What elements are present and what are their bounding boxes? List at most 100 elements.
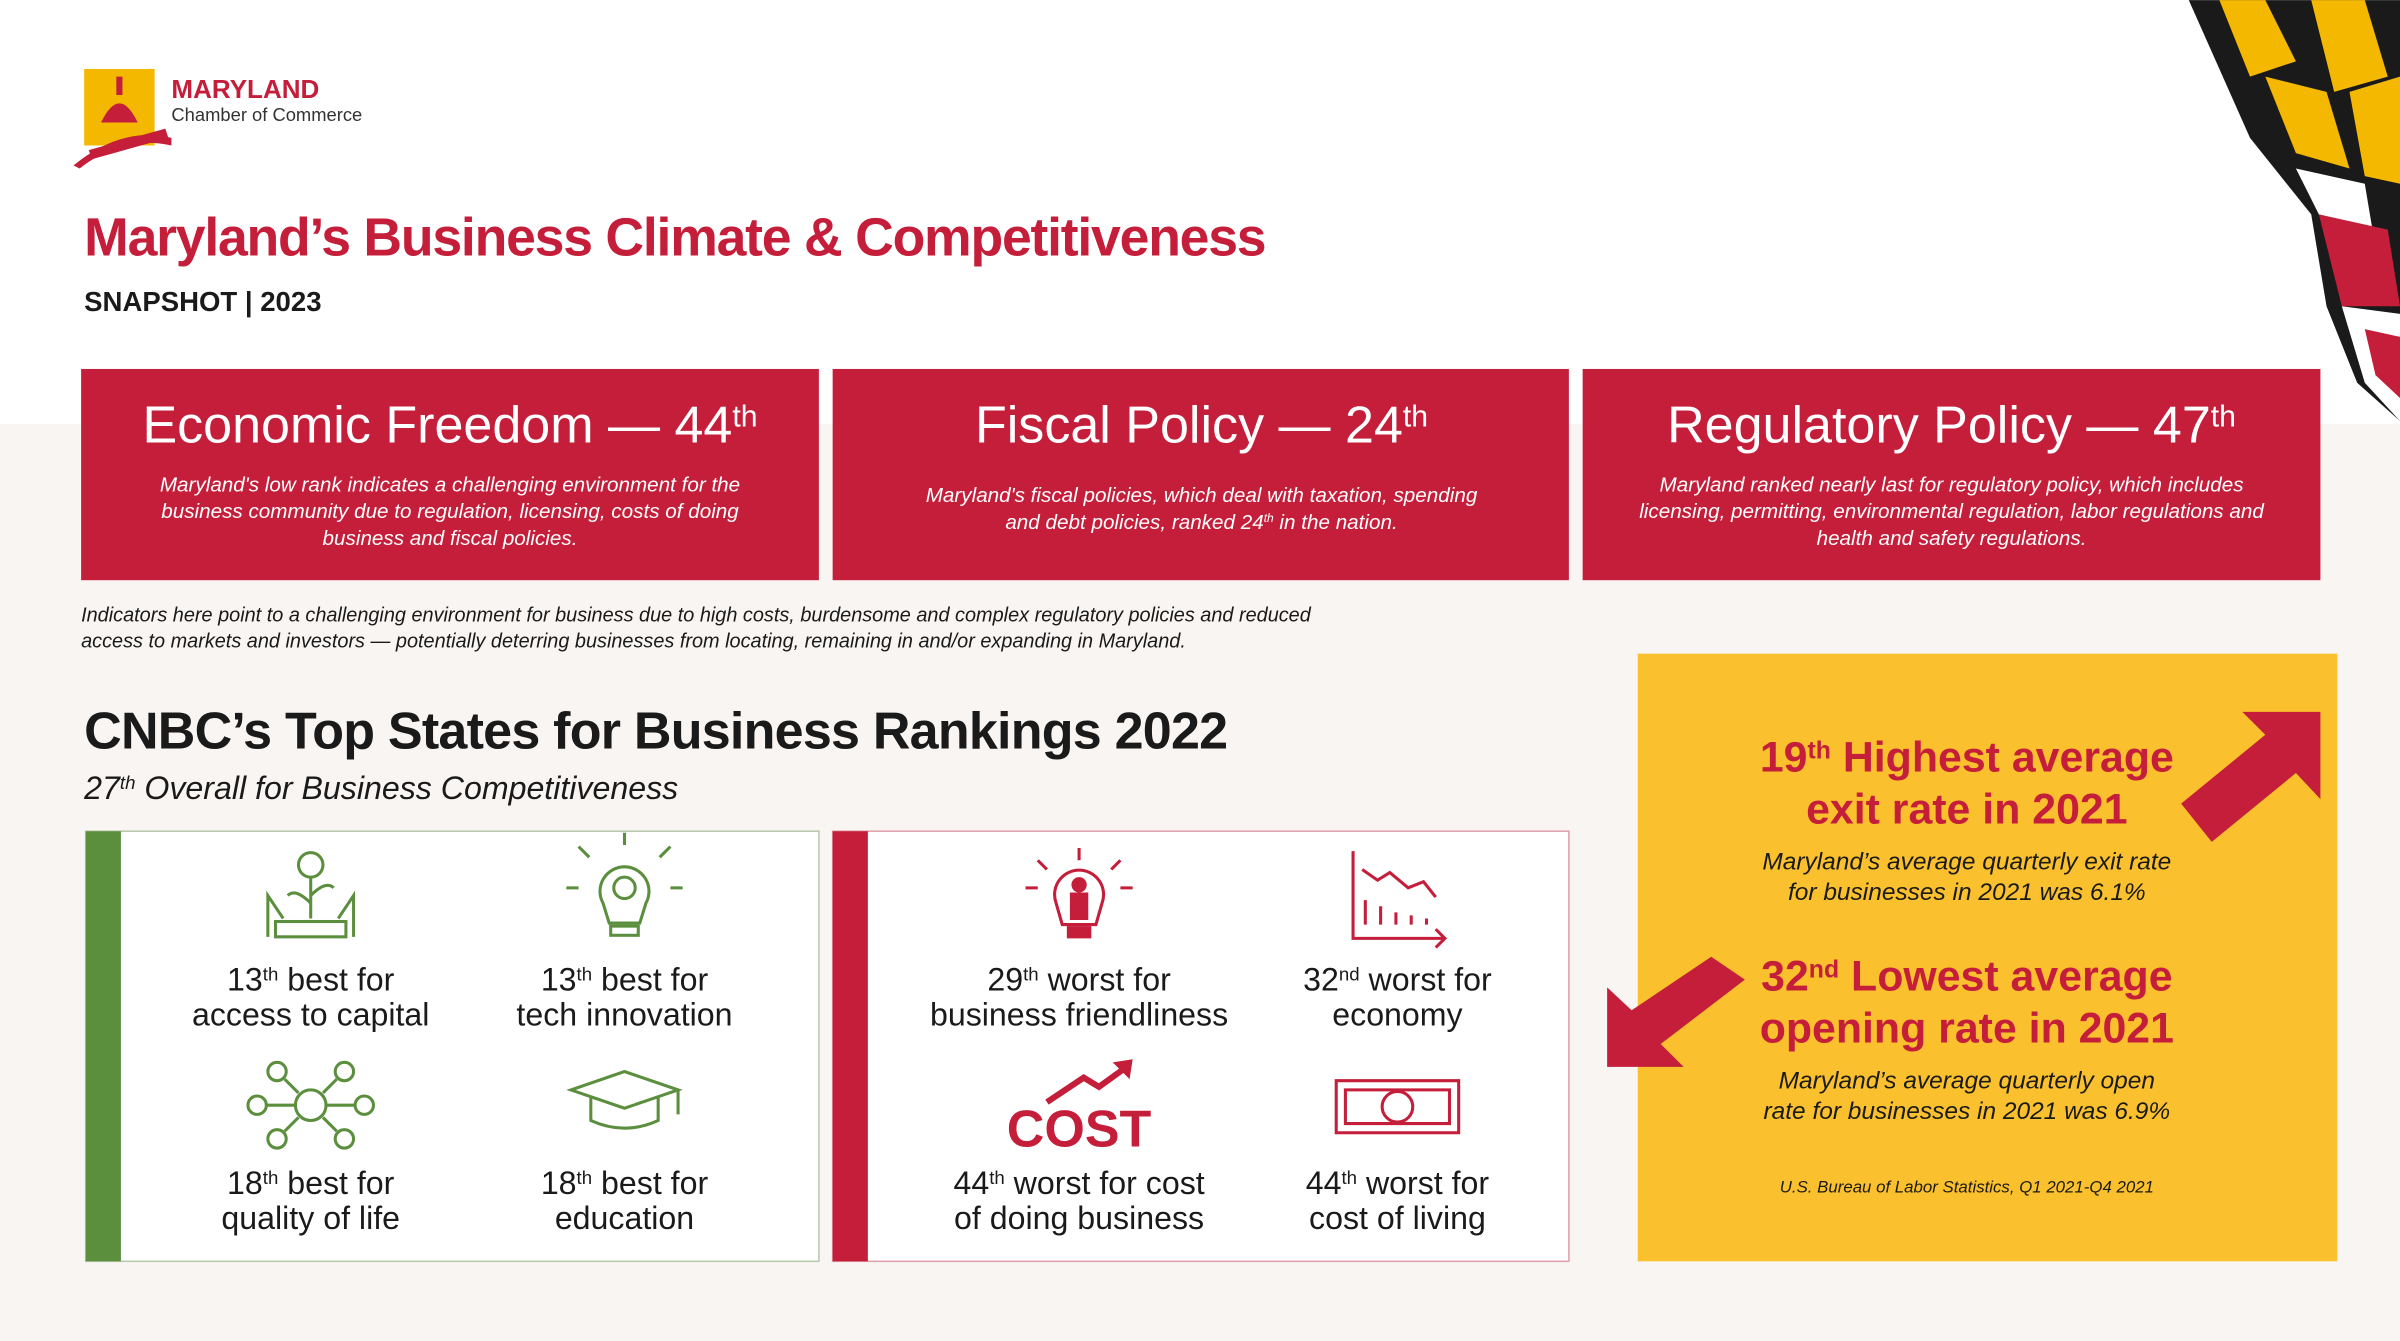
ranking-label: of doing business [954,1200,1204,1236]
section-title: CNBC’s Top States for Business Rankings … [84,703,1227,761]
superscript: th [1403,400,1428,433]
text-segment: health and safety regulations. [1817,527,2087,550]
rank-card [1582,368,2321,581]
flag-corner [2188,0,2400,422]
stat-headline: exit rate in 2021 [1806,786,2128,834]
card-description: and debt policies, ranked 24th in the na… [1005,511,1397,534]
text-segment: best for [592,1165,708,1201]
ranking-label: business friendliness [930,997,1228,1033]
logo [73,68,172,169]
superscript: th [263,963,279,984]
card-title: Regulatory Policy — 47th [1667,396,2236,454]
text-segment: and debt policies, ranked 24 [1005,511,1263,534]
text-segment: 18 [541,1165,577,1201]
stats-panel [1637,653,2338,1262]
icon-living [1334,1079,1461,1135]
text-segment: 27 [83,770,121,806]
superscript: th [263,1166,279,1187]
page-subtitle: SNAPSHOT | 2023 [84,286,321,317]
ranking-label: 29th worst for [987,961,1171,997]
text-segment: Maryland's fiscal policies, which deal w… [926,484,1478,507]
card-description: business and fiscal policies. [323,527,578,550]
text-segment: Fiscal Policy — 24 [975,396,1403,454]
card-description: business community due to regulation, li… [161,500,739,523]
text-segment: tech innovation [516,997,732,1033]
text-segment: Overall for Business Competitiveness [135,770,678,806]
top-background [0,0,2400,425]
ranking-label: 44th worst for cost [953,1165,1204,1201]
superscript: th [577,963,593,984]
text-segment: 13 [541,961,577,997]
org-name: MARYLAND [171,74,319,104]
text-segment: in the nation. [1274,511,1398,534]
stat-headline: 19th Highest average [1760,734,2174,782]
superscript: th [1341,1166,1357,1187]
text-segment: best for [278,961,394,997]
text-segment: opening rate in 2021 [1760,1004,2174,1052]
text-segment: of doing business [954,1200,1204,1236]
text-segment: 32 [1303,961,1339,997]
text-segment: worst for [1357,1165,1489,1201]
section-subtitle: 27th Overall for Business Competitivenes… [83,770,678,806]
card-description: Maryland's fiscal policies, which deal w… [926,484,1478,507]
icon-quality [246,1060,375,1150]
card-description: health and safety regulations. [1817,527,2087,550]
superscript: th [577,1166,593,1187]
text-segment: cost of living [1309,1200,1486,1236]
text-segment: quality of life [221,1200,400,1236]
ranking-label: 13th best for [227,961,395,997]
source-note: U.S. Bureau of Labor Statistics, Q1 2021… [1780,1177,2154,1196]
icon-economy [1351,851,1448,949]
superscript: th [2211,400,2236,433]
text-segment: Economic Freedom — 44 [142,396,732,454]
text-segment: 32 [1761,952,1809,1000]
indicators-note: access to markets and investors — potent… [81,631,1186,653]
ranking-label: 18th best for [227,1165,395,1201]
rank-card [81,368,819,581]
text-segment: exit rate in 2021 [1806,786,2128,834]
icon-text: COST [1007,1101,1152,1159]
ranking-label: 13th best for [541,961,709,997]
text-segment: economy [1332,997,1462,1033]
icon-cost [1045,1059,1133,1105]
ranking-label: 18th best for [541,1165,709,1201]
org-subtitle: Chamber of Commerce [171,104,362,125]
text-segment: licensing, permitting, environmental reg… [1639,500,2265,523]
ranking-label: access to capital [192,997,429,1033]
text-segment: education [555,1200,694,1236]
text-segment: 18 [227,1165,263,1201]
stat-detail: Maryland’s average quarterly open [1779,1067,2155,1094]
icon-education [566,1069,683,1130]
text-segment: business community due to regulation, li… [161,500,739,523]
rank-card [832,368,1569,581]
ranking-label: tech innovation [516,997,732,1033]
text-segment: business friendliness [930,997,1228,1033]
ranking-label: 32nd worst for [1303,961,1492,997]
arrow-up [2181,711,2321,842]
stat-headline: opening rate in 2021 [1760,1004,2174,1052]
text-segment: best for [592,961,708,997]
superscript: th [120,772,136,793]
text-segment: Maryland's low rank indicates a challeng… [160,473,740,496]
ranking-label: economy [1332,997,1462,1033]
text-segment: worst for [1360,961,1492,997]
icon-innovation [566,832,683,937]
weaknesses-bar [832,831,868,1262]
indicators-note: Indicators here point to a challenging e… [81,605,1312,627]
ranking-label: cost of living [1309,1200,1486,1236]
stat-detail: rate for businesses in 2021 was 6.9% [1763,1098,2170,1125]
card-description: Maryland's low rank indicates a challeng… [160,473,740,496]
card-title: Fiscal Policy — 24th [975,396,1428,454]
text-segment: business and fiscal policies. [323,527,578,550]
superscript: th [732,400,757,433]
page-title: Maryland’s Business Climate & Competitiv… [84,209,1265,268]
text-segment: worst for cost [1005,1165,1205,1201]
text-segment: 19 [1760,734,1808,782]
arrow-down [1607,956,1745,1067]
superscript: th [989,1166,1005,1187]
ranking-label: education [555,1200,694,1236]
stat-detail: for businesses in 2021 was 6.1% [1788,879,2146,906]
superscript: th [1264,511,1274,525]
superscript: nd [1339,963,1360,984]
